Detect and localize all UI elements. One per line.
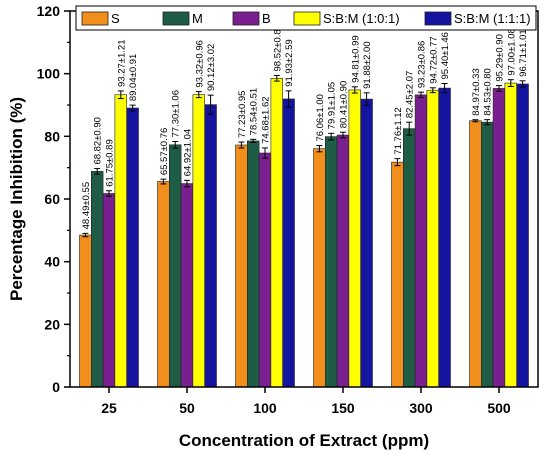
- y-tick-label: 80: [44, 128, 60, 144]
- data-label: 84.53±0.80: [483, 68, 494, 115]
- bar: [414, 94, 428, 388]
- data-label: 78.54±0.51: [249, 88, 260, 135]
- data-label: 97.00±1.08: [506, 28, 517, 75]
- bar: [180, 183, 194, 388]
- bar: [324, 136, 338, 388]
- legend-swatch: [424, 11, 452, 26]
- y-tick-label: 0: [52, 379, 60, 395]
- y-tick-label: 20: [44, 316, 60, 332]
- data-label: 95.40±1.46: [440, 32, 451, 79]
- bar: [426, 89, 439, 388]
- x-tick-label: 50: [179, 400, 195, 416]
- data-label: 48.49±0.55: [81, 182, 92, 229]
- legend-label: S: [111, 11, 120, 26]
- legend-swatch: [81, 11, 109, 26]
- bar: [79, 234, 92, 388]
- legend-label: M: [192, 11, 203, 26]
- legend-swatch: [293, 11, 321, 26]
- data-label: 65.57±0.76: [159, 128, 170, 175]
- legend-swatch: [232, 11, 260, 26]
- bar: [516, 83, 529, 388]
- data-label: 84.97±0.33: [471, 68, 482, 115]
- legend-label: S:B:M (1:1:1): [454, 11, 531, 26]
- data-label: 68.82±0.90: [93, 117, 104, 164]
- legend-label: S:B:M (1:0:1): [323, 11, 400, 26]
- bar: [102, 193, 116, 388]
- data-label: 77.30±1.06: [171, 90, 182, 137]
- data-label: 98.52±0.89: [272, 24, 283, 71]
- data-label: 93.32±0.96: [194, 40, 205, 87]
- bars-layer: [79, 75, 529, 388]
- data-label: 95.29±0.90: [495, 34, 506, 81]
- x-tick-label: 100: [253, 400, 277, 416]
- bar: [282, 98, 295, 388]
- bar: [169, 144, 182, 388]
- data-label: 76.06±1.00: [315, 94, 326, 141]
- data-label: 61.75±0.89: [105, 139, 116, 186]
- data-label: 71.76±1.12: [393, 107, 404, 154]
- data-label: 96.71±1.01: [518, 29, 529, 76]
- data-label: 79.91±1.05: [327, 82, 338, 129]
- bar: [91, 171, 104, 388]
- data-label: 74.68±1.62: [261, 96, 272, 143]
- y-tick-label: 60: [44, 191, 60, 207]
- y-tick-label: 120: [37, 3, 61, 19]
- bar: [258, 152, 272, 388]
- x-axis-title: Concentration of Extract (ppm): [179, 431, 429, 450]
- bar: [157, 181, 170, 388]
- bar: [348, 89, 361, 388]
- data-labels-layer: 48.49±0.55 68.82±0.90 61.75±0.89 93.27±1.21…: [81, 24, 529, 229]
- ticks-layer: 0 20 40 60 80 100 120 25 50 100 150 300 500: [37, 3, 511, 416]
- data-label: 77.23±0.95: [237, 91, 248, 138]
- bar: [336, 134, 350, 388]
- data-label: 64.92±1.04: [183, 129, 194, 176]
- bar: [504, 82, 517, 388]
- y-axis-title: Percentage Inhibition (%): [7, 97, 26, 301]
- bar: [313, 148, 326, 388]
- bar: [360, 98, 373, 388]
- y-tick-label: 40: [44, 254, 60, 270]
- y-tick-label: 100: [37, 66, 61, 82]
- bar: [402, 128, 416, 388]
- bar: [480, 121, 494, 388]
- data-label: 82.45±2.07: [405, 71, 416, 118]
- bar: [492, 88, 506, 388]
- data-label: 94.81±0.99: [350, 35, 361, 82]
- legend-swatch: [162, 11, 190, 26]
- x-tick-label: 150: [331, 400, 355, 416]
- bar: [235, 144, 248, 388]
- bar: [247, 140, 260, 388]
- bar: [126, 107, 139, 388]
- legend-label: B: [262, 11, 271, 26]
- x-tick-label: 500: [487, 400, 511, 416]
- data-label: 89.04±0.91: [128, 54, 139, 101]
- legend: S M B S:B:M (1:0:1) S:B:M (1:1:1): [75, 5, 537, 31]
- data-label: 94.72±0.77: [428, 36, 439, 83]
- bar: [204, 104, 217, 388]
- data-label: 93.23±0.86: [417, 41, 428, 88]
- data-label: 91.93±2.59: [284, 39, 295, 86]
- bar: [438, 87, 451, 388]
- bar: [469, 120, 482, 388]
- data-label: 90.12±3.02: [206, 44, 217, 91]
- x-tick-label: 25: [101, 400, 117, 416]
- plot-frame: [69, 10, 539, 388]
- bar: [192, 94, 205, 388]
- x-tick-label: 300: [409, 400, 433, 416]
- bar: [270, 78, 283, 388]
- data-label: 80.41±0.90: [339, 81, 350, 128]
- bar: [391, 161, 404, 388]
- data-label: 91.88±2.00: [362, 41, 373, 88]
- data-label: 93.27±1.21: [116, 39, 127, 86]
- bar: [114, 94, 128, 388]
